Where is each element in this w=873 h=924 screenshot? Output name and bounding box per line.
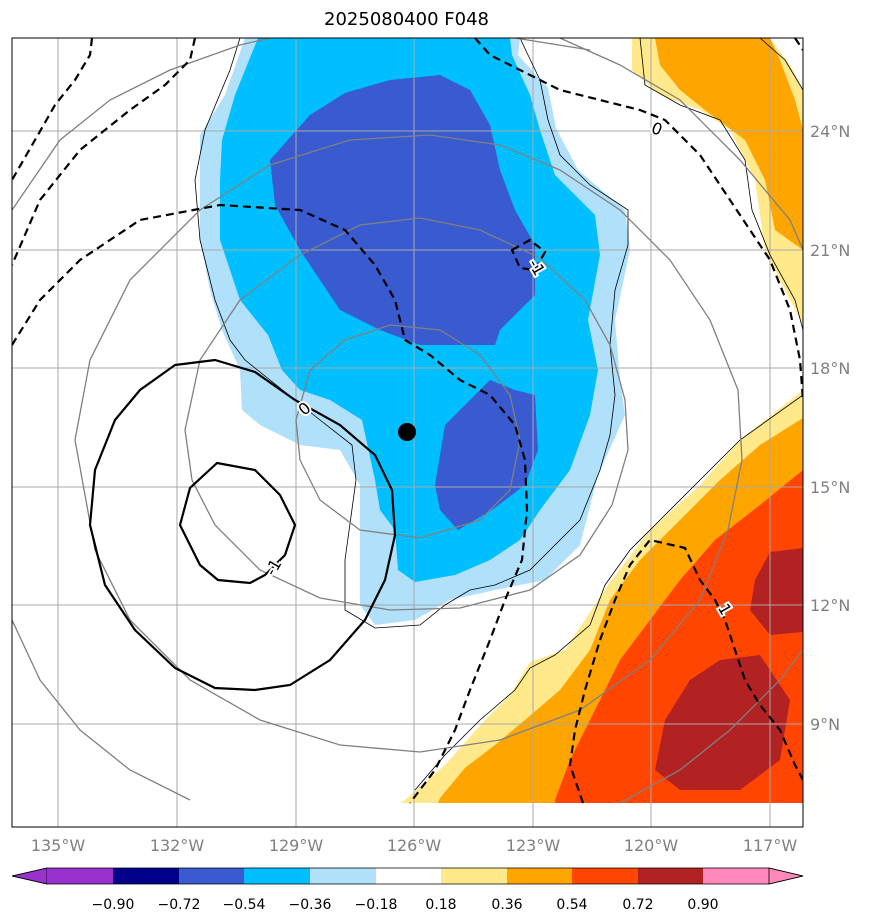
colorbar-segment [441,868,507,884]
shade-royal-blue-north [270,75,535,345]
shade-outline-se [414,394,803,791]
lat-tick-label: 24°N [810,122,850,141]
lat-tick-label: 9°N [810,715,840,734]
colorbar-extend-high [768,867,804,885]
lon-tick-label: 129°W [269,836,324,855]
lon-tick-labels: 135°W 132°W 129°W 126°W 123°W 120°W 117°… [31,836,798,855]
lat-tick-label: 12°N [810,596,850,615]
colorbar-segment [47,868,113,884]
shade-orange-ne [655,38,803,250]
colorbar-segment [376,868,441,884]
shade-outline-ne [639,38,803,331]
lon-tick-label: 126°W [387,836,442,855]
colorbar-label: 0.36 [491,897,522,913]
colorbar-label: 0.54 [556,897,587,913]
colorbar-labels: −0.90 −0.72 −0.54 −0.36 −0.18 0.18 0.36 … [92,897,719,913]
colorbar-segment [572,868,638,884]
colorbar [11,867,804,885]
colorbar-outline [11,867,804,885]
colorbar-segment [113,868,179,884]
map-panel [12,38,803,827]
lon-tick-label: 117°W [743,836,798,855]
lon-tick-label: 123°W [506,836,561,855]
shade-royal-blue-south [435,380,538,530]
shade-firebrick-2 [655,655,790,790]
storm-center-marker [398,423,416,441]
lat-tick-label: 15°N [810,478,850,497]
colorbar-label: −0.36 [289,897,332,913]
map-title: 2025080400 F048 [324,9,489,30]
lon-tick-label: 135°W [31,836,86,855]
lon-tick-label: 120°W [624,836,679,855]
shade-outline-ne2 [759,38,803,91]
colorbar-segment [310,868,376,884]
colorbar-segment [179,868,244,884]
solid-contours [88,358,397,692]
lat-tick-label: 18°N [810,359,850,378]
shade-firebrick-1 [750,548,803,635]
colorbar-label: −0.72 [158,897,201,913]
colorbar-segment [507,868,572,884]
colorbar-label: 0.72 [622,897,653,913]
shade-outline [194,38,629,629]
colorbar-label: 0.90 [687,897,718,913]
lat-tick-labels: 9°N 12°N 15°N 18°N 21°N 24°N [810,122,850,734]
colorbar-label: −0.90 [92,897,135,913]
colorbar-segment [244,868,310,884]
colorbar-segment [638,868,703,884]
colorbar-label: −0.54 [223,897,266,913]
dashed-contours [12,38,803,804]
colorbar-segment [703,868,769,884]
colorbar-label: 0.18 [425,897,456,913]
colorbar-label: −0.18 [355,897,398,913]
map-frame [11,37,804,828]
colorbar-extend-low [11,867,48,885]
lon-tick-label: 132°W [150,836,205,855]
lat-tick-label: 21°N [810,241,850,260]
